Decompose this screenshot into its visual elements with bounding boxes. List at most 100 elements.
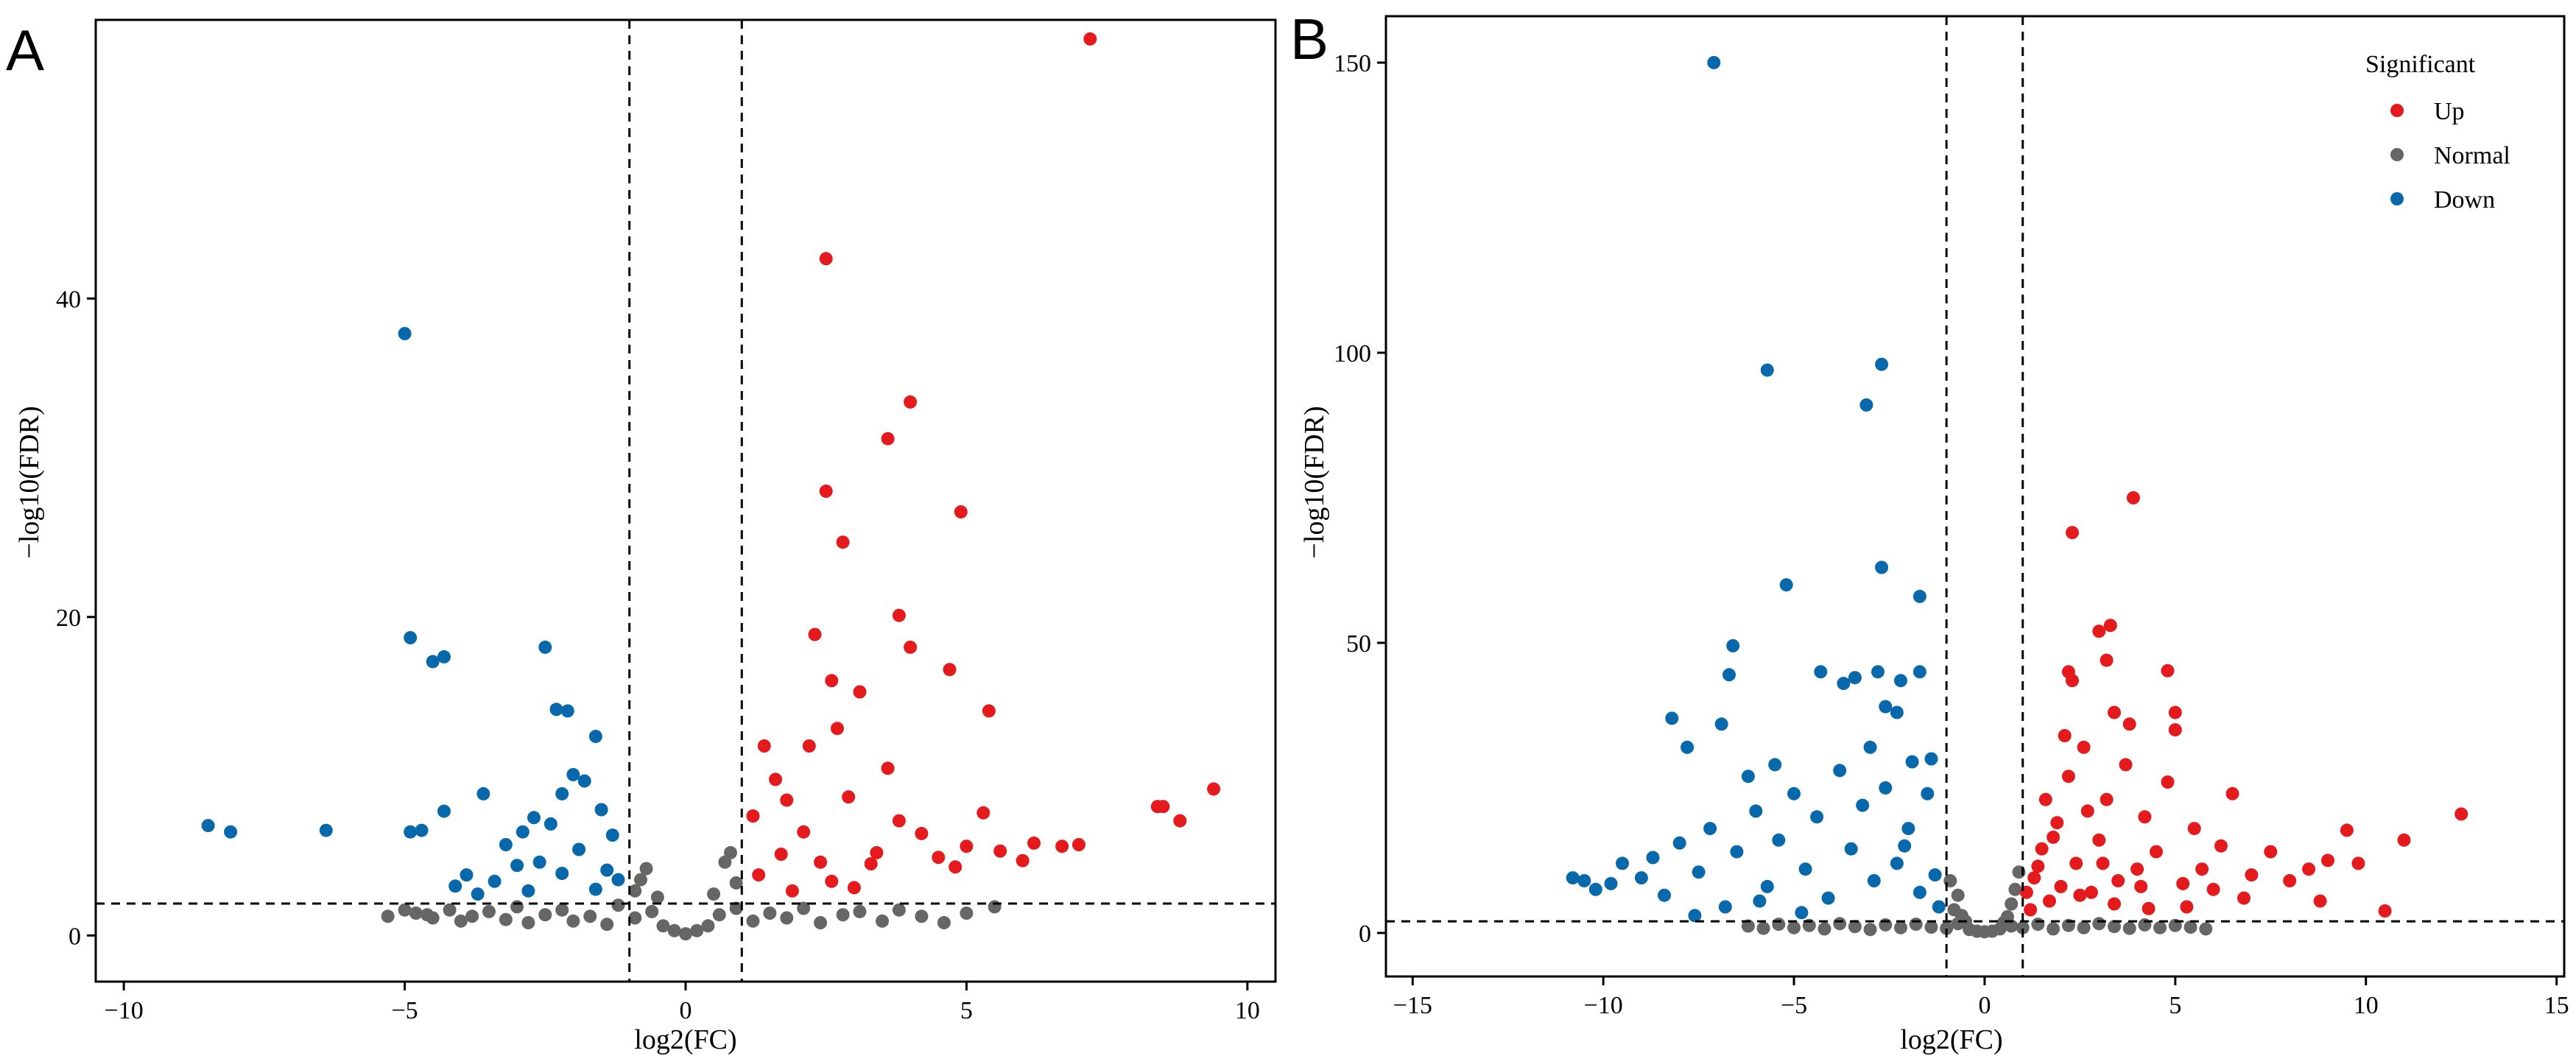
panel-b-plot-frame (1384, 15, 2566, 978)
point-down-39 (1798, 862, 1812, 876)
point-up-43 (785, 884, 799, 898)
point-down-28 (1646, 851, 1660, 865)
point-up-19 (2283, 874, 2297, 887)
point-down-16 (1879, 700, 1893, 714)
x-tick-label: 10 (2354, 992, 2379, 1019)
panel-b-x-ticks: −15 −10 −5 0 5 10 15 (1393, 976, 2569, 1019)
point-down-35 (1749, 804, 1763, 818)
point-up-4 (819, 485, 833, 498)
point-up-33 (2111, 874, 2125, 887)
point-normal-21 (667, 923, 681, 937)
point-up-46 (2038, 792, 2052, 806)
panel-b-x-axis-label: log2(FC) (1900, 1024, 2002, 1055)
point-normal-10 (1894, 921, 1907, 934)
point-up-32 (2119, 758, 2133, 772)
point-normal-22 (679, 927, 692, 941)
point-normal-29 (2138, 918, 2152, 932)
point-down-1 (404, 631, 418, 644)
point-normal-11 (521, 916, 535, 929)
point-up-6 (836, 535, 850, 549)
point-down-41 (1821, 891, 1835, 905)
panel-a-points (201, 32, 1221, 941)
point-normal-18 (628, 911, 642, 925)
point-normal-6 (454, 914, 468, 928)
point-normal-32 (836, 908, 850, 922)
point-up-25 (1055, 839, 1069, 853)
point-up-13 (2397, 833, 2411, 847)
point-up-14 (2378, 904, 2392, 918)
point-normal-15 (583, 909, 597, 923)
point-up-51 (2237, 891, 2251, 905)
point-normal-25 (2077, 921, 2091, 934)
point-normal-35 (892, 903, 906, 917)
point-down-30 (1672, 836, 1686, 850)
point-down-56 (1753, 894, 1767, 908)
y-tick-label: 20 (56, 605, 81, 632)
point-up-25 (2195, 862, 2209, 876)
point-down-10 (1837, 677, 1851, 691)
point-up-47 (2080, 804, 2094, 818)
point-up-16 (2351, 856, 2365, 870)
point-up-16 (881, 761, 895, 775)
point-up-29 (864, 857, 878, 870)
point-down-40 (1810, 810, 1824, 824)
legend-swatch-down (2390, 192, 2404, 205)
point-normal-9 (1879, 918, 1893, 932)
point-normal-35 (1951, 888, 1965, 902)
point-up-24 (2206, 882, 2220, 896)
point-down-27 (532, 855, 546, 869)
point-down-52 (1932, 900, 1946, 914)
point-up-37 (892, 814, 906, 828)
point-normal-39 (988, 900, 1002, 914)
point-up-38 (2069, 856, 2083, 870)
point-up-58 (2134, 879, 2148, 893)
point-normal-12 (538, 908, 552, 922)
point-down-30 (611, 873, 625, 887)
point-up-31 (769, 772, 783, 786)
legend-label-normal: Normal (2434, 142, 2510, 169)
point-down-2 (437, 650, 451, 663)
point-normal-30 (797, 901, 811, 915)
point-up-55 (2047, 830, 2061, 844)
point-down-9 (1814, 665, 1828, 679)
point-up-30 (915, 826, 929, 840)
x-tick-label: −5 (391, 997, 418, 1024)
point-down-26 (488, 874, 502, 888)
point-down-14 (437, 804, 451, 818)
point-up-21 (976, 806, 990, 820)
point-down-17 (1665, 711, 1679, 725)
point-normal-8 (1863, 923, 1877, 937)
point-down-29 (1658, 888, 1671, 902)
point-down-8 (1722, 668, 1736, 682)
point-down-54 (1863, 740, 1877, 754)
point-down-11 (1848, 671, 1862, 685)
panel-b-y-ticks: 0 50 100 150 (1334, 50, 1386, 948)
point-down-9 (224, 825, 238, 839)
point-down-24 (460, 868, 474, 882)
point-down-45 (1867, 874, 1881, 887)
point-down-29 (600, 863, 614, 877)
point-up-42 (2043, 894, 2056, 908)
panel-a-y-axis-label: −log10(FDR) (14, 406, 45, 558)
point-up-23 (2214, 839, 2228, 853)
point-normal-3 (1787, 921, 1801, 934)
point-normal-5 (443, 903, 457, 917)
point-down-31 (521, 884, 535, 898)
point-normal-14 (566, 914, 580, 928)
point-up-39 (2061, 770, 2075, 784)
point-normal-6 (1833, 917, 1847, 931)
point-up-13 (982, 704, 996, 718)
point-down-18 (543, 817, 557, 831)
point-normal-26 (2092, 917, 2106, 931)
point-up-42 (847, 881, 861, 895)
point-normal-34 (876, 914, 889, 928)
point-normal-38 (960, 907, 974, 920)
point-up-11 (2122, 717, 2136, 731)
point-normal-25 (712, 908, 726, 922)
point-up-52 (2313, 894, 2327, 908)
point-normal-0 (1741, 919, 1755, 933)
point-up-3 (2092, 624, 2106, 638)
point-up-40 (2054, 879, 2068, 893)
point-down-32 (1703, 822, 1717, 836)
point-up-44 (2027, 871, 2041, 885)
